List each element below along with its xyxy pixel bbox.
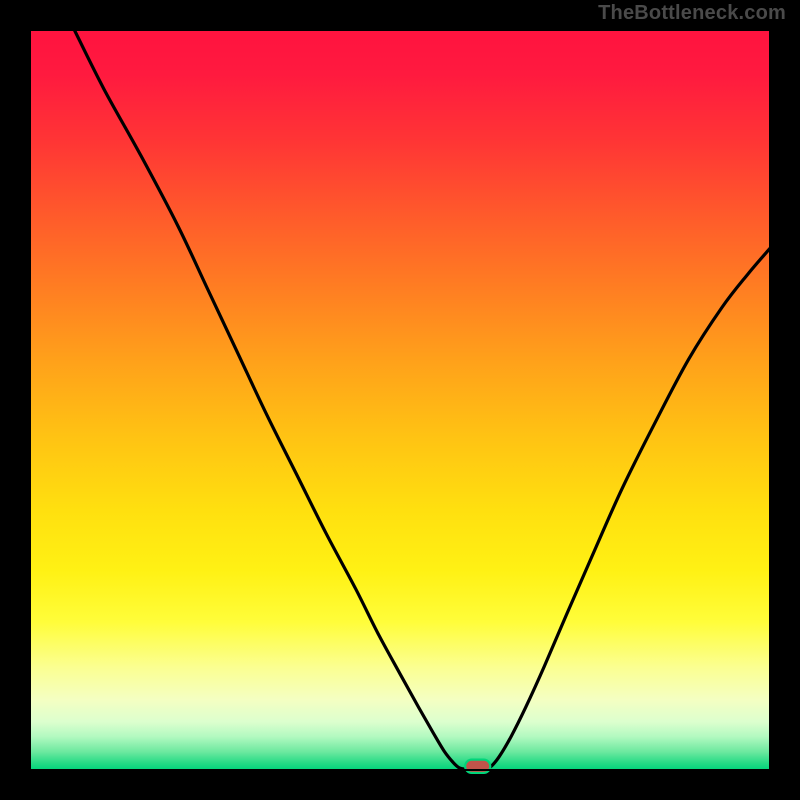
watermark-label: TheBottleneck.com (598, 2, 786, 25)
chart-stage: TheBottleneck.com (0, 0, 800, 800)
bottleneck-chart (0, 0, 800, 800)
chart-background (30, 30, 770, 770)
